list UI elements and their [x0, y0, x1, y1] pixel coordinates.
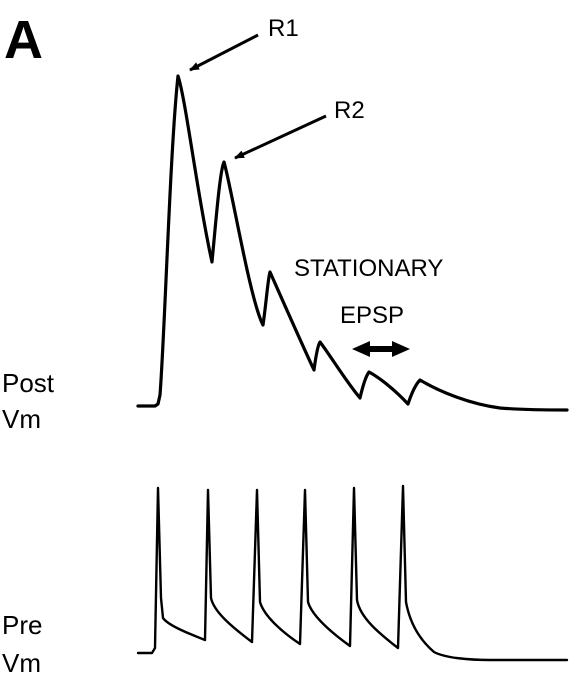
r1-arrow	[190, 35, 258, 70]
post-label-line2: Vm	[2, 404, 41, 434]
r2-arrow	[235, 116, 326, 158]
pre-label-line1: Pre	[2, 610, 42, 640]
post-vm-trace	[138, 76, 567, 410]
r2-label: R2	[334, 97, 365, 124]
panel-letter: A	[4, 10, 43, 70]
stationary-double-arrow	[352, 341, 410, 357]
pre-vm-trace	[138, 486, 567, 660]
pre-label-line2: Vm	[2, 648, 41, 678]
stationary-label: STATIONARY	[294, 255, 443, 282]
post-label-line1: Post	[2, 368, 55, 398]
epsp-label: EPSP	[340, 302, 404, 329]
r1-label: R1	[268, 15, 299, 42]
